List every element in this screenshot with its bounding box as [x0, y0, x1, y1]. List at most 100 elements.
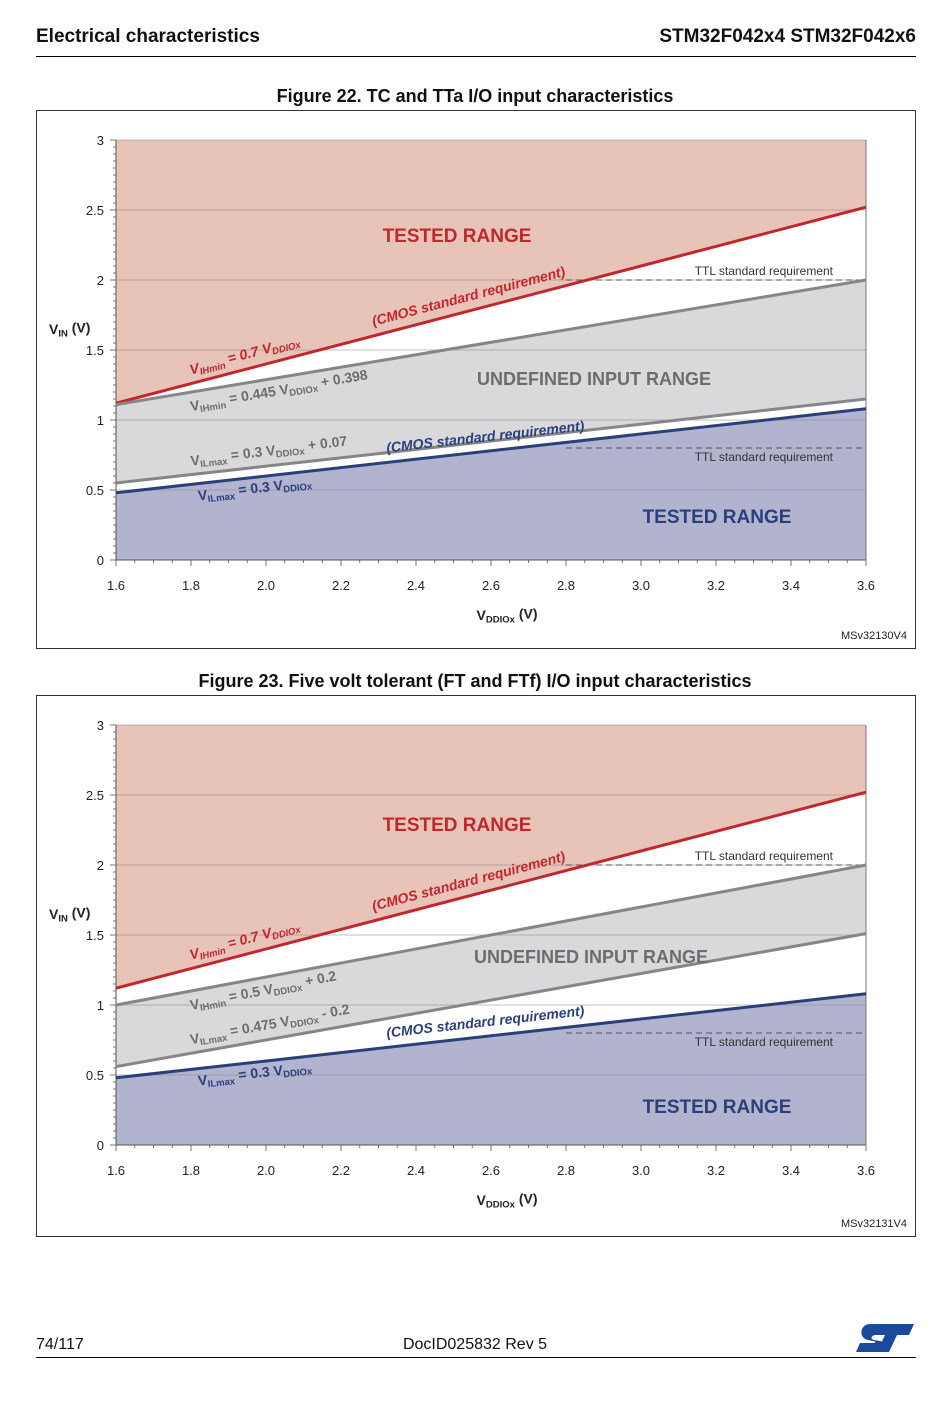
footer-doc-id: DocID025832 Rev 5	[402, 1336, 548, 1353]
x-tick-label: 3.6	[857, 578, 875, 593]
vilmax-equation: VILmax = 0.3 VDDIOx + 0.07	[189, 433, 348, 472]
vilmax-cmos-equation-part: ILmax	[207, 1076, 236, 1090]
undefined-range-region	[116, 865, 866, 1067]
x-tick-label: 3.0	[632, 1163, 650, 1178]
series-line-2	[115, 932, 867, 1069]
header-part-numbers: STM32F042x4 STM32F042x6	[659, 26, 916, 47]
tested-range-bottom-label: TESTED RANGE	[643, 507, 792, 528]
tested-range-high-region	[116, 140, 866, 404]
vilmax-equation-part: = 0.3 V	[226, 442, 277, 463]
x-tick-label: 1.6	[107, 578, 125, 593]
y-axis-title-part: V	[49, 906, 59, 922]
y-tick-label: 0	[97, 1138, 104, 1153]
x-tick-label: 2.2	[332, 1163, 350, 1178]
y-tick-label: 0.5	[86, 1068, 104, 1083]
series-line-0	[115, 790, 867, 990]
vilmax-equation: VILmax = 0.475 VDDIOx - 0.2	[188, 1001, 351, 1050]
tested-range-bottom-label: TESTED RANGE	[643, 1097, 792, 1118]
ttl-high-label: TTL standard requirement	[695, 264, 834, 278]
vilmax-cmos-equation-part: DDIOx	[283, 1066, 314, 1080]
undefined-range-region	[116, 280, 866, 483]
y-tick-label: 3	[97, 133, 104, 148]
tested-range-top-label: TESTED RANGE	[383, 815, 532, 836]
y-tick-label: 3	[97, 718, 104, 733]
x-tick-label: 2.0	[257, 578, 275, 593]
y-tick-label: 2	[97, 273, 104, 288]
vilmax-equation-part: ILmax	[199, 1032, 229, 1048]
vilmax-cmos-equation: VILmax = 0.3 VDDIOx	[197, 1059, 314, 1092]
vilmax-cmos-equation-part: DDIOx	[283, 481, 314, 495]
tested-range-low-region	[116, 408, 866, 560]
header-section-title: Electrical characteristics	[36, 26, 260, 47]
figure-22-title: Figure 22. TC and TTa I/O input characte…	[276, 86, 674, 106]
vihmin-equation-part: V	[189, 995, 202, 1013]
footer-rule	[36, 1357, 916, 1358]
y-tick-label: 1.5	[86, 343, 104, 358]
series-line-2	[115, 397, 867, 485]
x-tick-label: 2.8	[557, 1163, 575, 1178]
series-line-1	[115, 278, 867, 407]
figure-22-chart: 1.6 1.8 2.0 2.2 2.4 2.6 2.8 3.0 3.2 3.4 3.6 0 0.5 1 1.…	[36, 110, 916, 649]
ttl-low-label: TTL standard requirement	[695, 450, 834, 464]
tested-range-low-region	[116, 993, 866, 1145]
x-tick-label: 2.0	[257, 1163, 275, 1178]
y-tick-label: 1	[97, 413, 104, 428]
figure-23-title: Figure 23. Five volt tolerant (FT and FT…	[198, 671, 752, 691]
x-tick-label: 3.0	[632, 578, 650, 593]
vilmax-equation-part: - 0.2	[316, 1001, 350, 1022]
y-tick-label: 1	[97, 998, 104, 1013]
y-tick-label: 0	[97, 553, 104, 568]
x-axis-title-part: V	[477, 1192, 487, 1208]
y-tick-label: 2.5	[86, 788, 104, 803]
x-axis-title-part: (V)	[515, 606, 538, 622]
y-axis-title: VIN (V)	[49, 320, 90, 340]
chart-svg: 1.6 1.8 2.0 2.2 2.4 2.6 2.8 3.0 3.2 3.4 3.6 0 0.5 1 1.…	[49, 718, 875, 1211]
y-tick-label: 2	[97, 858, 104, 873]
ttl-low-label: TTL standard requirement	[695, 1035, 834, 1049]
vilmax-equation-part: V	[189, 1030, 202, 1048]
y-axis-title: VIN (V)	[49, 905, 90, 925]
x-tick-label: 3.2	[707, 1163, 725, 1178]
undefined-range-label: UNDEFINED INPUT RANGE	[477, 369, 711, 389]
tested-range-top-label: TESTED RANGE	[383, 226, 532, 247]
vilmax-cmos-equation-part: ILmax	[207, 491, 236, 505]
series-line-3	[115, 407, 867, 495]
undefined-range-label: UNDEFINED INPUT RANGE	[474, 947, 708, 967]
x-tick-label: 2.2	[332, 578, 350, 593]
x-tick-label: 3.4	[782, 578, 800, 593]
figure-23-code: MSv32131V4	[840, 1218, 907, 1230]
header-rule	[36, 56, 916, 57]
y-axis-title-part: IN	[58, 914, 68, 925]
y-tick-label: 1.5	[86, 928, 104, 943]
x-tick-label: 1.8	[182, 578, 200, 593]
vilmax-equation-part: + 0.07	[303, 433, 348, 454]
vihmin-equation-part: DDIOx	[289, 383, 320, 399]
x-tick-label: 2.6	[482, 578, 500, 593]
series-line-1	[115, 863, 867, 1007]
y-tick-label: 2.5	[86, 203, 104, 218]
x-tick-label: 2.8	[557, 578, 575, 593]
ttl-high-label: TTL standard requirement	[695, 849, 834, 863]
vilmax-cmos-equation-part: V	[197, 1072, 209, 1089]
x-axis-title-part: DDIOx	[486, 1200, 516, 1211]
vihmin-equation-part: DDIOx	[273, 983, 304, 999]
x-tick-label: 2.6	[482, 1163, 500, 1178]
st-logo-icon	[856, 1324, 914, 1352]
vilmax-cmos-equation: VILmax = 0.3 VDDIOx	[197, 474, 314, 507]
x-axis-title-part: (V)	[515, 1191, 538, 1207]
y-axis-title-part: V	[49, 321, 59, 337]
x-axis-title: VDDIOx (V)	[477, 606, 538, 626]
y-axis-title-part: IN	[58, 329, 68, 340]
footer-page-number: 74/117	[36, 1336, 84, 1353]
vilmax-cmos-equation-part: = 0.3 V	[234, 477, 285, 498]
series-line-3	[115, 992, 867, 1080]
vilmax-equation-part: DDIOx	[275, 446, 306, 460]
series-line-0	[115, 205, 867, 405]
x-tick-label: 2.4	[407, 578, 425, 593]
y-axis-title-part: (V)	[68, 905, 91, 921]
vilmax-equation-part: DDIOx	[289, 1015, 320, 1031]
vihmin-equation-part: + 0.2	[300, 967, 338, 989]
x-tick-label: 3.2	[707, 578, 725, 593]
chart-svg: 1.6 1.8 2.0 2.2 2.4 2.6 2.8 3.0 3.2 3.4 3.6 0 0.5 1 1.…	[49, 133, 875, 626]
vilmax-cmos-equation-part: V	[197, 487, 209, 504]
